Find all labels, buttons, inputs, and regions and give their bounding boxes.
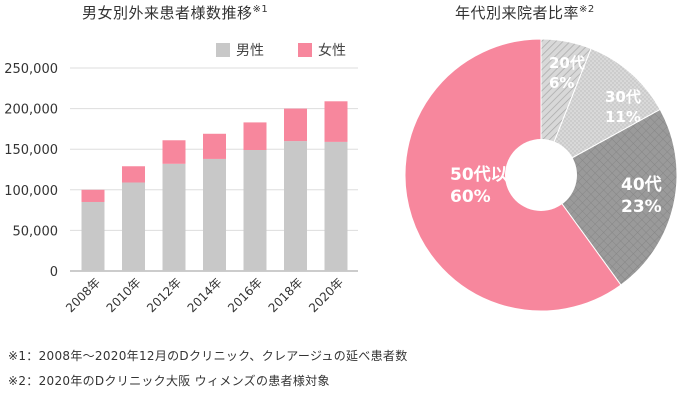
slice-40代 [540, 108, 678, 286]
x-tick-label: 2018年 [266, 275, 306, 315]
slice-value-50代以上: 60% [450, 187, 491, 207]
y-tick-label: 250,000 [4, 62, 58, 77]
footnote-1: ※1：2008年～2020年12月のDクリニック、クレアージュの延べ患者数 [8, 349, 408, 363]
bar-female-2020年 [324, 101, 348, 142]
slice-label-50代以上: 50代以上 [450, 164, 525, 185]
x-tick-label: 2020年 [306, 275, 346, 315]
legend-swatch-female [298, 43, 312, 57]
y-tick-label: 50,000 [13, 224, 59, 239]
legend-swatch-male [216, 43, 230, 57]
y-tick-label: 0 [50, 265, 58, 280]
bar-chart-footnote-mark: ※1 [252, 4, 269, 15]
bar-female-2012年 [162, 140, 186, 164]
bar-male-2016年 [243, 150, 267, 271]
bar-male-2014年 [203, 158, 226, 271]
bar-female-2008年 [81, 189, 105, 202]
pie-chart-title-text: 年代別来院者比率 [455, 4, 580, 22]
bar-female-2010年 [122, 166, 145, 183]
x-tick-label: 2010年 [104, 275, 144, 315]
x-tick-label: 2008年 [63, 275, 103, 315]
slice-label-40代: 40代 [621, 174, 662, 195]
x-tick-label: 2016年 [225, 275, 265, 315]
pie-chart-title: 年代別来院者比率※2 [455, 2, 595, 23]
slice-value-20代: 6% [549, 74, 574, 92]
y-tick-label: 200,000 [4, 103, 58, 118]
y-tick-label: 100,000 [4, 184, 58, 199]
x-tick-label: 2014年 [185, 275, 225, 315]
slice-label-20代: 20代 [549, 54, 585, 72]
bar-chart-title: 男女別外来患者様数推移※1 [82, 2, 268, 23]
bar-male-2010年 [122, 182, 145, 271]
bar-chart-y-ticks: 0 50,000 100,000 150,000 200,000 250,000 [4, 62, 58, 280]
slice-30代 [540, 47, 661, 177]
bar-female-2014年 [203, 133, 226, 159]
y-tick-label: 150,000 [4, 143, 58, 158]
bar-male-2008年 [81, 201, 105, 271]
legend-label-female: 女性 [318, 43, 346, 59]
bar-male-2012年 [162, 163, 186, 271]
slice-label-30代: 30代 [605, 88, 641, 106]
footnote-2: ※2：2020年のDクリニック大阪 ウィメンズの患者様対象 [8, 374, 330, 388]
x-tick-label: 2012年 [144, 275, 184, 315]
slice-value-40代: 23% [621, 197, 662, 217]
bar-female-2018年 [284, 108, 307, 142]
donut-hole [505, 139, 577, 211]
stacked-bar-chart: 0 50,000 100,000 150,000 200,000 250,000 2008… [4, 62, 358, 315]
bar-chart-title-text: 男女別外来患者様数推移 [82, 4, 253, 22]
donut-slices [404, 38, 678, 312]
bar-male-2020年 [324, 141, 348, 271]
bar-female-2016年 [243, 122, 267, 151]
slice-value-30代: 11% [605, 108, 641, 126]
bar-chart-bars [81, 101, 348, 271]
pie-chart-footnote-mark: ※2 [579, 4, 595, 15]
legend-label-male: 男性 [236, 43, 264, 59]
bar-chart-x-ticks: 2008年 2010年 2012年 2014年 2016年 2018年 2020年 [63, 275, 346, 315]
bar-male-2018年 [284, 141, 307, 271]
